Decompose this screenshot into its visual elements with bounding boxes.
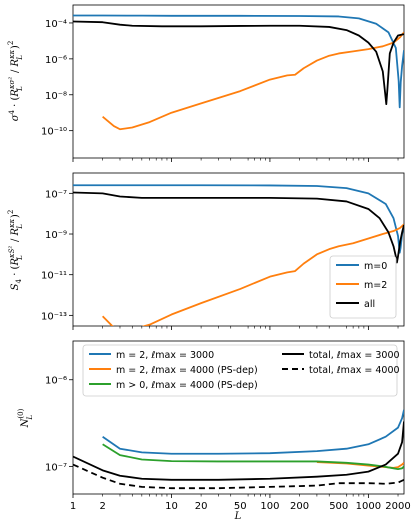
legend-label-m2: m=2	[364, 280, 387, 291]
legend-label-all: all	[364, 299, 375, 310]
y-tick-label: 10⁻¹⁰	[41, 127, 67, 138]
y-tick-label: 10⁻¹³	[41, 311, 67, 322]
svg-text:σ4 · (Rκσ²L / RκκL)2: σ4 · (Rκσ²L / RκκL)2	[7, 41, 24, 122]
series-line-1	[102, 223, 404, 326]
x-tick-label: 1	[70, 501, 76, 512]
series-lines-bottom	[73, 409, 404, 490]
x-tick-label: 2000	[385, 501, 410, 512]
series-line-0	[73, 184, 404, 254]
legend-label-m2-4000: m = 2, ℓmax = 4000 (PS-dep)	[116, 365, 258, 376]
x-tick-label: 500	[329, 501, 348, 512]
svg-text:S4 · (RκS²L / RκκL)2: S4 · (RκS²L / RκκL)2	[7, 210, 24, 291]
legend-bottom: m = 2, ℓmax = 3000 m = 2, ℓmax = 4000 (P…	[82, 344, 400, 397]
legend-label-mgt0-4000: m > 0, ℓmax = 4000 (PS-dep)	[116, 380, 258, 391]
x-tick-label: 50	[234, 501, 247, 512]
x-tick-label: 1000	[356, 501, 381, 512]
legend-label-m2-3000: m = 2, ℓmax = 3000	[116, 350, 214, 361]
x-tick-label: 20	[195, 501, 208, 512]
y-tick-label: 10⁻⁸	[45, 91, 67, 102]
y-tick-label: 10⁻⁴	[45, 19, 67, 30]
panel-top: 10⁻⁴ 10⁻⁶ 10⁻⁸ 10⁻¹⁰ σ4 · (Rκσ²L / RκκL)2	[7, 4, 405, 162]
plot-area-middle	[72, 172, 405, 327]
y-tick-label: 10⁻⁶	[45, 55, 67, 66]
y-axis-label-middle: S4 · (RκS²L / RκκL)2	[7, 210, 24, 291]
legend-middle: m=0 m=2 all	[329, 255, 397, 319]
series-line-0	[102, 409, 404, 455]
x-ticks-middle	[72, 326, 399, 330]
panel-bottom: 10⁻⁶ 10⁻⁷ 1 2 10 20 50 100 200 500 1000 2000 N(0)L…	[17, 340, 411, 522]
y-tick-label: 10⁻⁹	[45, 230, 67, 241]
series-lines-top	[73, 14, 404, 131]
y-tick-label: 10⁻⁷	[45, 462, 67, 473]
legend-label-total-3000: total, ℓmax = 3000	[309, 350, 400, 361]
x-tick-label: 2	[99, 501, 105, 512]
y-tick-label: 10⁻⁷	[45, 189, 67, 200]
series-line-4	[73, 463, 404, 490]
svg-text:N(0)L: N(0)L	[17, 408, 34, 428]
x-tick-label: 200	[290, 501, 309, 512]
y-ticks-middle: 10⁻⁷ 10⁻⁹ 10⁻¹¹ 10⁻¹³	[41, 189, 73, 322]
x-tick-label: 100	[260, 501, 279, 512]
series-line-3	[73, 421, 404, 481]
y-ticks-bottom: 10⁻⁶ 10⁻⁷	[45, 376, 73, 473]
x-tick-label: 10	[165, 501, 178, 512]
x-axis-label: L	[234, 511, 242, 522]
series-line-2	[102, 443, 404, 471]
y-tick-label: 10⁻¹¹	[41, 271, 67, 282]
legend-label-total-4000: total, ℓmax = 4000	[309, 365, 400, 376]
y-ticks-top: 10⁻⁴ 10⁻⁶ 10⁻⁸ 10⁻¹⁰	[41, 19, 73, 138]
series-line-2	[73, 20, 404, 106]
x-ticks-bottom: 1 2 10 20 50 100 200 500 1000 2000	[70, 494, 411, 512]
series-lines-middle	[73, 184, 404, 326]
plot-area-top	[72, 4, 405, 159]
x-ticks-top	[72, 158, 399, 162]
series-line-2	[73, 191, 404, 264]
series-line-1	[102, 31, 404, 131]
y-axis-label-bottom: N(0)L	[17, 408, 34, 428]
legend-box-bottom	[82, 344, 398, 397]
y-tick-label: 10⁻⁶	[45, 376, 67, 387]
series-line-0	[73, 14, 404, 109]
plot-area-bottom	[72, 340, 405, 495]
legend-label-m0: m=0	[364, 261, 387, 272]
y-axis-label-top: σ4 · (Rκσ²L / RκκL)2	[7, 41, 24, 122]
